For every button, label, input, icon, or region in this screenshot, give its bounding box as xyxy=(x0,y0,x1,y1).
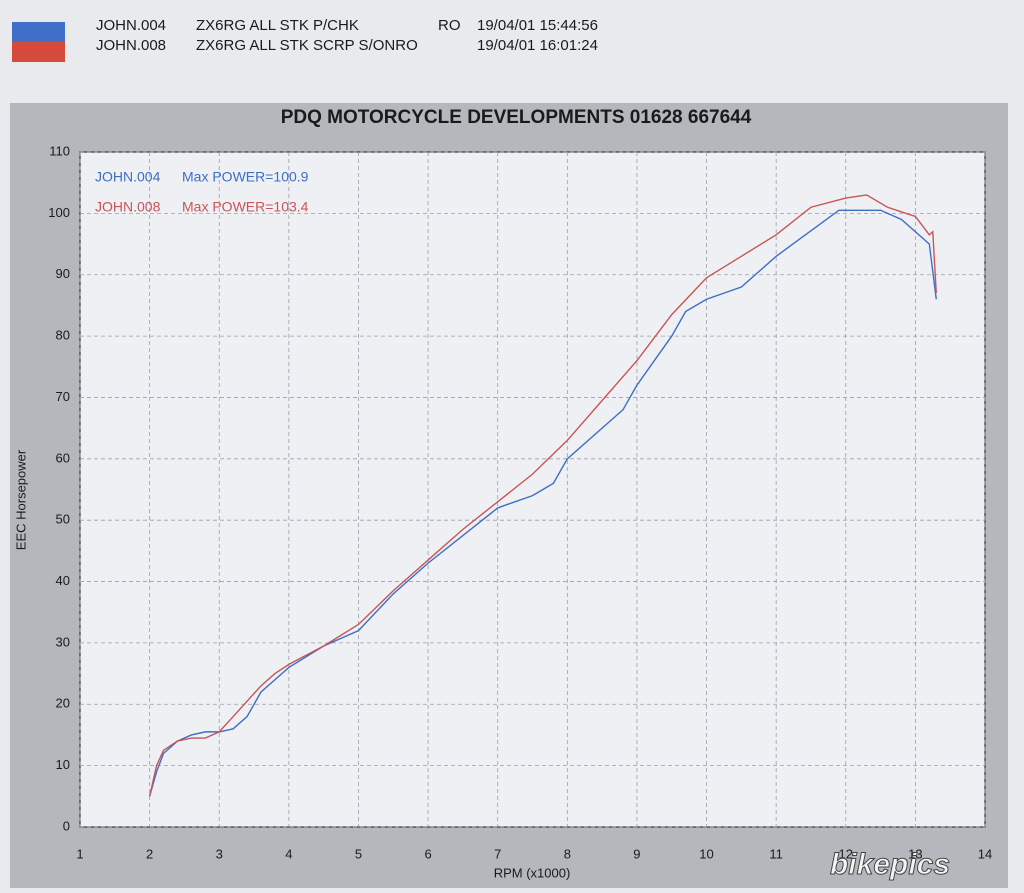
y-tick-label: 100 xyxy=(48,205,70,220)
flag-top xyxy=(12,22,65,42)
x-tick-label: 8 xyxy=(564,846,571,861)
code: RO xyxy=(438,17,461,34)
x-tick-label: 9 xyxy=(633,846,640,861)
x-tick-label: 2 xyxy=(146,846,153,861)
file: JOHN.004 xyxy=(96,17,166,34)
y-tick-label: 20 xyxy=(56,696,70,711)
y-tick-label: 70 xyxy=(56,389,70,404)
y-tick-label: 80 xyxy=(56,328,70,343)
flag-bottom xyxy=(12,42,65,62)
y-tick-label: 10 xyxy=(56,757,70,772)
y-tick-label: 40 xyxy=(56,573,70,588)
y-tick-label: 90 xyxy=(56,266,70,281)
stamp: 19/04/01 15:44:56 xyxy=(477,17,598,34)
x-tick-label: 6 xyxy=(424,846,431,861)
x-tick-label: 5 xyxy=(355,846,362,861)
desc: ZX6RG ALL STK SCRP S/ONRO xyxy=(196,37,418,54)
x-tick-label: 3 xyxy=(216,846,223,861)
legend-name: JOHN.004 xyxy=(95,169,161,185)
y-tick-label: 110 xyxy=(49,143,70,158)
legend-label: Max POWER=100.9 xyxy=(182,169,309,185)
series-line xyxy=(148,209,937,797)
x-tick-label: 11 xyxy=(769,846,783,861)
stamp: 19/04/01 16:01:24 xyxy=(477,37,598,54)
x-tick-label: 12 xyxy=(839,846,853,861)
x-tick-label: 1 xyxy=(76,846,83,861)
watermark: bikepics xyxy=(830,848,950,881)
y-tick-label: 0 xyxy=(63,818,70,833)
x-tick-label: 4 xyxy=(285,846,292,861)
x-axis-label: RPM (x1000) xyxy=(494,865,571,880)
desc: ZX6RG ALL STK P/CHK xyxy=(196,17,359,34)
chart-title: PDQ MOTORCYCLE DEVELOPMENTS 01628 667644 xyxy=(281,107,752,128)
x-tick-label: 13 xyxy=(908,846,922,861)
file: JOHN.008 xyxy=(96,37,166,54)
y-axis-label: EEC Horsepower xyxy=(13,449,28,550)
y-tick-label: 60 xyxy=(56,450,70,465)
x-tick-label: 14 xyxy=(978,846,992,861)
y-tick-label: 30 xyxy=(56,634,70,649)
series-line xyxy=(148,194,937,797)
y-tick-label: 50 xyxy=(56,512,70,527)
x-tick-label: 7 xyxy=(494,846,501,861)
plot-area xyxy=(79,151,986,828)
legend-label: Max POWER=103.4 xyxy=(182,199,309,215)
legend-name: JOHN.008 xyxy=(95,199,161,215)
x-tick-label: 10 xyxy=(699,846,713,861)
